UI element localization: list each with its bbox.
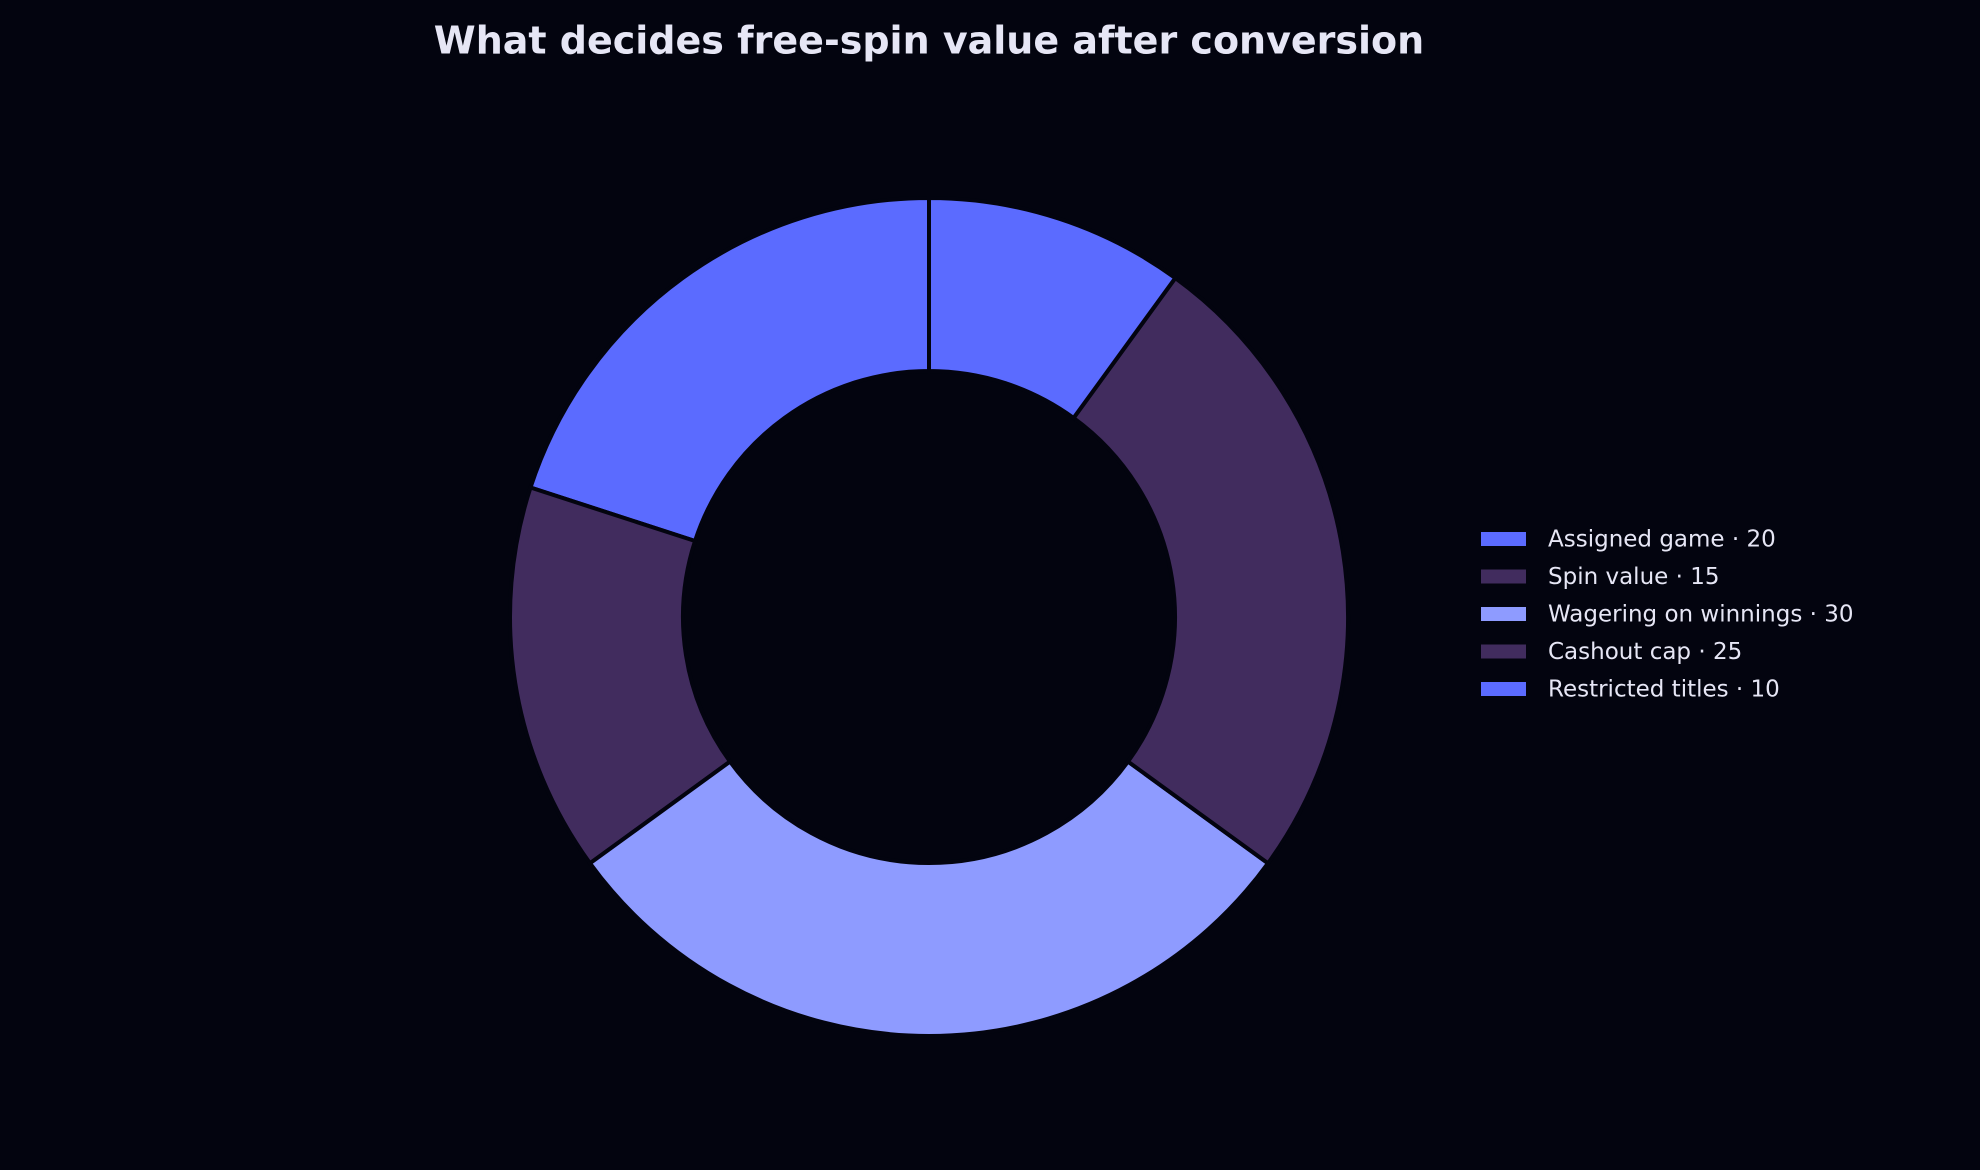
legend-swatch: [1481, 644, 1526, 659]
legend-label: Assigned game · 20: [1548, 527, 1776, 553]
donut-slice: [1070, 275, 1350, 867]
legend-swatch: [1481, 607, 1526, 621]
legend-swatch: [1481, 569, 1526, 584]
donut-slice: [927, 195, 1179, 421]
legend-swatch: [1481, 682, 1526, 696]
legend-label: Cashout cap · 25: [1548, 639, 1742, 665]
donut-slice: [587, 758, 1271, 1038]
legend-swatch: [1481, 532, 1526, 546]
legend-label: Spin value · 15: [1548, 564, 1720, 590]
donut-slice: [527, 195, 931, 544]
legend-label: Restricted titles · 10: [1548, 677, 1780, 703]
legend-label: Wagering on winnings · 30: [1548, 602, 1854, 628]
chart-title: What decides free-spin value after conve…: [434, 19, 1424, 63]
donut-slice: [508, 485, 733, 867]
